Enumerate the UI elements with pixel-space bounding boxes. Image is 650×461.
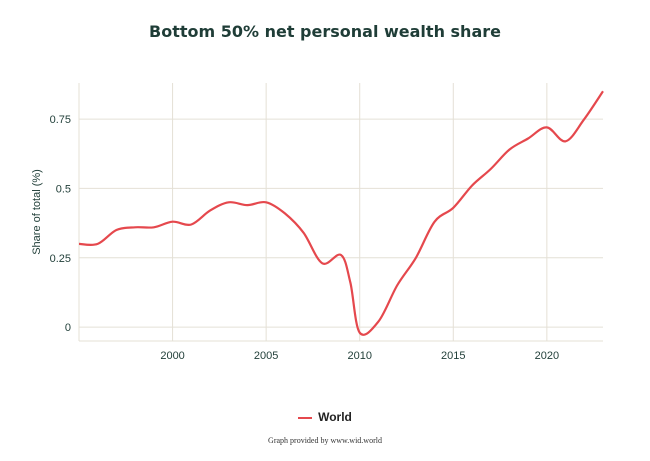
x-tick-label: 2015 [441, 350, 465, 362]
x-tick-label: 2005 [254, 350, 278, 362]
y-axis-title: Share of total (%) [31, 169, 43, 255]
chart-title: Bottom 50% net personal wealth share [149, 22, 501, 41]
series-layer [78, 90, 604, 336]
grid [78, 83, 603, 342]
x-tick-label: 2020 [535, 350, 559, 362]
y-axis-ticks: 0 0.25 0.5 0.75 [50, 114, 71, 334]
credit-text: Graph provided by www.wid.world [268, 436, 382, 445]
legend-swatch [298, 416, 313, 419]
series-line-world[interactable] [78, 90, 604, 336]
legend[interactable]: World [0, 410, 650, 424]
y-tick-label: 0 [65, 322, 71, 334]
y-tick-label: 0.25 [50, 253, 71, 265]
x-tick-label: 2010 [347, 350, 371, 362]
y-tick-label: 0.75 [50, 114, 71, 126]
x-axis-ticks: 2000 2005 2010 2015 2020 [160, 350, 559, 362]
legend-label: World [318, 410, 352, 424]
y-tick-label: 0.5 [56, 183, 71, 195]
x-tick-label: 2000 [160, 350, 184, 362]
